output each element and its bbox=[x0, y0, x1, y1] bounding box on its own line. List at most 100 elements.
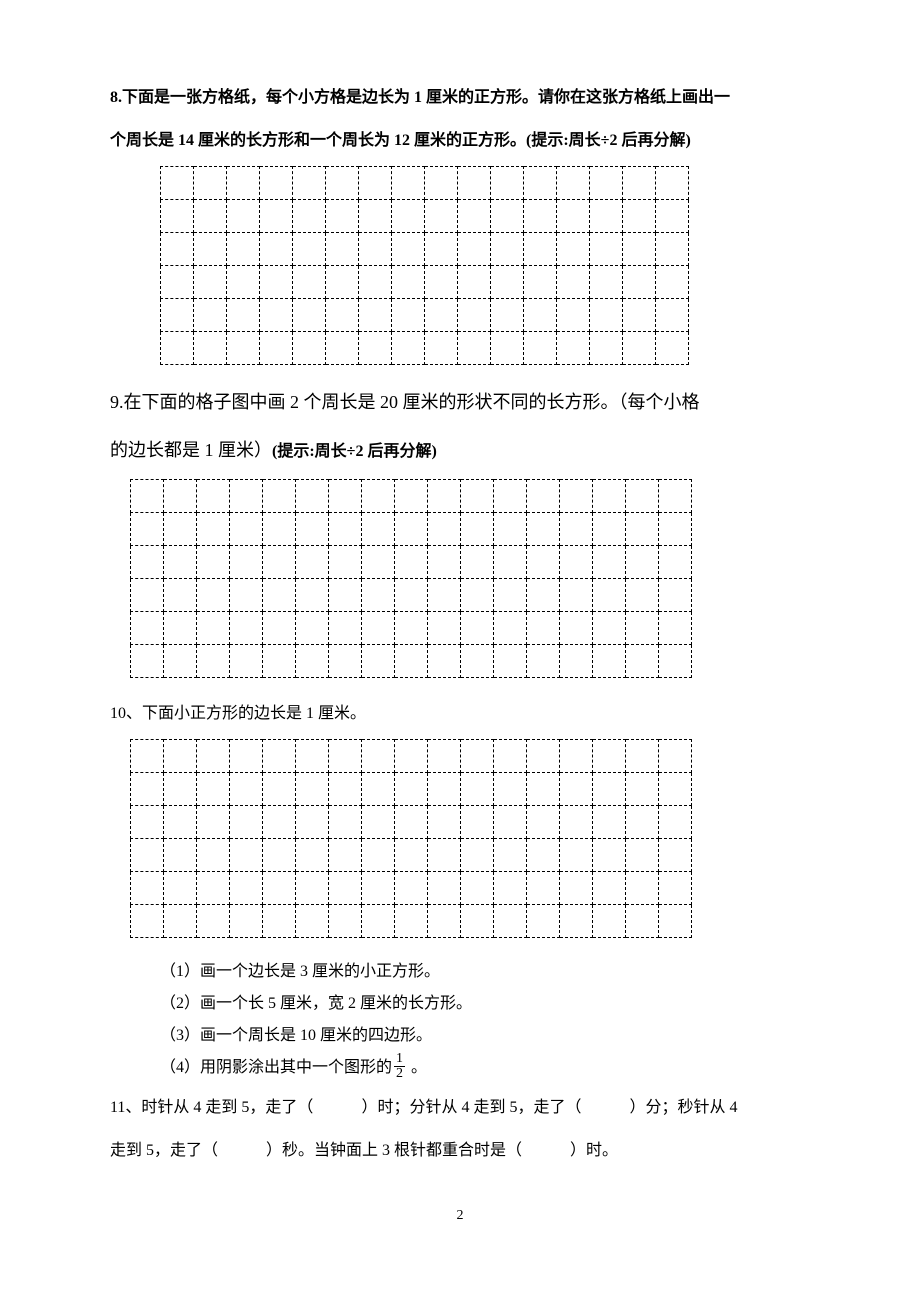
grid-cell bbox=[161, 332, 194, 365]
grid-cell bbox=[425, 266, 458, 299]
grid-cell bbox=[131, 904, 164, 937]
grid-cell bbox=[362, 871, 395, 904]
grid-cell bbox=[161, 167, 194, 200]
grid-cell bbox=[491, 200, 524, 233]
grid-cell bbox=[425, 167, 458, 200]
grid-cell bbox=[194, 200, 227, 233]
grid-cell bbox=[494, 512, 527, 545]
grid-cell bbox=[560, 578, 593, 611]
q9-line2: 的边长都是 1 厘米）(提示:周长÷2 后再分解) bbox=[110, 431, 810, 471]
grid-cell bbox=[425, 233, 458, 266]
grid-cell bbox=[260, 200, 293, 233]
grid-cell bbox=[131, 611, 164, 644]
q10-item4-pre: （4）用阴影涂出其中一个图形的 bbox=[160, 1059, 392, 1076]
grid-cell bbox=[296, 805, 329, 838]
q11-seg5: ）秒。当钟面上 3 根针都重合时是（ bbox=[266, 1142, 522, 1159]
grid-cell bbox=[296, 739, 329, 772]
page-number: 2 bbox=[110, 1208, 810, 1224]
grid-cell bbox=[626, 644, 659, 677]
grid-cell bbox=[329, 772, 362, 805]
grid-cell bbox=[659, 545, 692, 578]
grid-cell bbox=[362, 739, 395, 772]
grid-cell bbox=[227, 233, 260, 266]
grid-cell bbox=[329, 871, 362, 904]
grid-cell bbox=[230, 578, 263, 611]
grid-cell bbox=[593, 512, 626, 545]
grid-cell bbox=[656, 266, 689, 299]
grid-cell bbox=[164, 479, 197, 512]
grid-cell bbox=[590, 299, 623, 332]
grid-cell bbox=[560, 871, 593, 904]
frac-num: 1 bbox=[394, 1052, 405, 1067]
grid-cell bbox=[524, 266, 557, 299]
grid-cell bbox=[593, 739, 626, 772]
grid-cell bbox=[527, 871, 560, 904]
grid-cell bbox=[392, 233, 425, 266]
grid-cell bbox=[296, 871, 329, 904]
grid-cell bbox=[395, 644, 428, 677]
grid-cell bbox=[227, 167, 260, 200]
grid-cell bbox=[590, 167, 623, 200]
grid-cell bbox=[425, 299, 458, 332]
grid-cell bbox=[659, 479, 692, 512]
grid-cell bbox=[623, 200, 656, 233]
grid-cell bbox=[260, 233, 293, 266]
q10-num: 10、 bbox=[110, 705, 142, 722]
grid-cell bbox=[527, 805, 560, 838]
grid-cell bbox=[362, 805, 395, 838]
grid-cell bbox=[425, 200, 458, 233]
grid-cell bbox=[263, 772, 296, 805]
grid-cell bbox=[623, 299, 656, 332]
grid-cell bbox=[395, 904, 428, 937]
grid-cell bbox=[461, 611, 494, 644]
grid-cell bbox=[428, 479, 461, 512]
q11-seg3: ）分；秒针从 4 bbox=[629, 1099, 737, 1116]
grid-cell bbox=[626, 545, 659, 578]
q10-item-2: （2）画一个长 5 厘米，宽 2 厘米的长方形。 bbox=[160, 988, 810, 1020]
grid-cell bbox=[230, 739, 263, 772]
grid-cell bbox=[626, 838, 659, 871]
grid-cell bbox=[230, 805, 263, 838]
grid-cell bbox=[560, 545, 593, 578]
grid-cell bbox=[590, 266, 623, 299]
grid-cell bbox=[164, 611, 197, 644]
q11-line2: 走到 5，走了（）秒。当钟面上 3 根针都重合时是（）时。 bbox=[110, 1133, 810, 1168]
grid-cell bbox=[494, 644, 527, 677]
grid-cell bbox=[590, 332, 623, 365]
q10-grid bbox=[130, 739, 692, 938]
grid-cell bbox=[362, 772, 395, 805]
grid-cell bbox=[296, 644, 329, 677]
grid-cell bbox=[131, 871, 164, 904]
grid-cell bbox=[194, 266, 227, 299]
q11-num: 11、 bbox=[110, 1099, 141, 1116]
grid-cell bbox=[527, 838, 560, 871]
grid-cell bbox=[263, 739, 296, 772]
grid-cell bbox=[296, 578, 329, 611]
grid-cell bbox=[494, 838, 527, 871]
grid-cell bbox=[230, 611, 263, 644]
q9-grid-wrap bbox=[130, 479, 810, 678]
grid-cell bbox=[560, 611, 593, 644]
grid-cell bbox=[494, 578, 527, 611]
grid-cell bbox=[461, 545, 494, 578]
grid-cell bbox=[626, 611, 659, 644]
grid-cell bbox=[164, 545, 197, 578]
grid-cell bbox=[659, 904, 692, 937]
grid-cell bbox=[428, 578, 461, 611]
grid-cell bbox=[293, 167, 326, 200]
grid-cell bbox=[626, 772, 659, 805]
grid-cell bbox=[263, 805, 296, 838]
grid-cell bbox=[458, 233, 491, 266]
grid-cell bbox=[161, 266, 194, 299]
q10-item4-post: 。 bbox=[407, 1059, 427, 1076]
grid-cell bbox=[362, 578, 395, 611]
q9-line2b: (提示:周长÷2 后再分解) bbox=[272, 443, 437, 460]
grid-cell bbox=[590, 233, 623, 266]
grid-cell bbox=[428, 805, 461, 838]
grid-cell bbox=[491, 233, 524, 266]
grid-cell bbox=[524, 200, 557, 233]
q11-seg1: 时针从 4 走到 5，走了（ bbox=[141, 1099, 313, 1116]
grid-cell bbox=[626, 578, 659, 611]
q9-line1-text: 在下面的格子图中画 2 个周长是 20 厘米的形状不同的长方形。（每个小格 bbox=[124, 392, 700, 412]
grid-cell bbox=[656, 200, 689, 233]
